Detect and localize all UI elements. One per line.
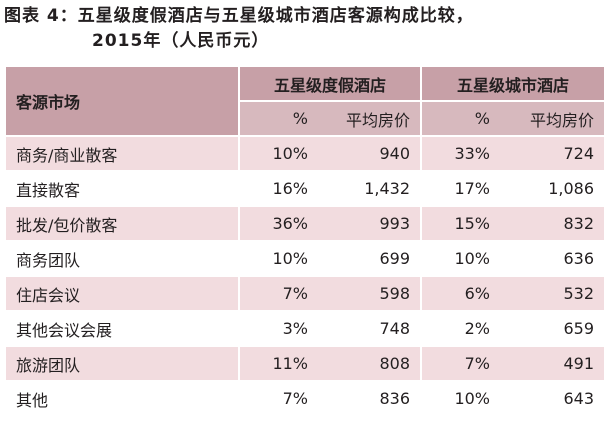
figure-title-line1: 图表 4：五星级度假酒店与五星级城市酒店客源构成比较， (4, 6, 474, 26)
city-pct-cell: 17% (420, 172, 500, 207)
market-cell: 其他 (6, 382, 238, 417)
resort-adr-cell: 1,432 (318, 172, 420, 207)
city-adr-cell: 491 (500, 347, 604, 382)
market-cell: 旅游团队 (6, 347, 238, 382)
city-pct-cell: 10% (420, 242, 500, 277)
market-cell: 直接散客 (6, 172, 238, 207)
city-adr-cell: 659 (500, 312, 604, 347)
row-header-source-market: 客源市场 (6, 67, 238, 137)
city-pct-cell: 15% (420, 207, 500, 242)
resort-pct-cell: 10% (238, 242, 318, 277)
resort-adr-cell: 940 (318, 137, 420, 172)
source-market-table: 客源市场 五星级度假酒店 五星级城市酒店 % 平均房价 % 平均房价 商务/商业… (6, 67, 604, 417)
resort-adr-cell: 699 (318, 242, 420, 277)
figure-title-line2: 2015年（人民币元） (92, 31, 270, 51)
table-row: 商务/商业散客 10% 940 33% 724 (6, 137, 604, 172)
figure-title: 图表 4：五星级度假酒店与五星级城市酒店客源构成比较， 2015年（人民币元） (4, 4, 604, 54)
city-adr-cell: 832 (500, 207, 604, 242)
city-adr-cell: 636 (500, 242, 604, 277)
city-pct-cell: 2% (420, 312, 500, 347)
resort-adr-cell: 598 (318, 277, 420, 312)
table-row: 商务团队 10% 699 10% 636 (6, 242, 604, 277)
market-cell: 商务/商业散客 (6, 137, 238, 172)
resort-pct-cell: 10% (238, 137, 318, 172)
city-adr-cell: 532 (500, 277, 604, 312)
city-adr-cell: 643 (500, 382, 604, 417)
subheader-resort-pct: % (238, 102, 318, 137)
table-row: 批发/包价散客 36% 993 15% 832 (6, 207, 604, 242)
resort-pct-cell: 11% (238, 347, 318, 382)
market-cell: 其他会议会展 (6, 312, 238, 347)
subheader-city-pct: % (420, 102, 500, 137)
city-pct-cell: 6% (420, 277, 500, 312)
table-row: 住店会议 7% 598 6% 532 (6, 277, 604, 312)
resort-pct-cell: 16% (238, 172, 318, 207)
resort-adr-cell: 836 (318, 382, 420, 417)
resort-pct-cell: 36% (238, 207, 318, 242)
city-pct-cell: 7% (420, 347, 500, 382)
resort-pct-cell: 7% (238, 277, 318, 312)
table-row: 其他会议会展 3% 748 2% 659 (6, 312, 604, 347)
resort-adr-cell: 808 (318, 347, 420, 382)
subheader-resort-adr: 平均房价 (318, 102, 420, 137)
city-pct-cell: 10% (420, 382, 500, 417)
group-header-resort: 五星级度假酒店 (238, 67, 420, 102)
resort-adr-cell: 748 (318, 312, 420, 347)
city-adr-cell: 724 (500, 137, 604, 172)
table-row: 直接散客 16% 1,432 17% 1,086 (6, 172, 604, 207)
subheader-city-adr: 平均房价 (500, 102, 604, 137)
city-adr-cell: 1,086 (500, 172, 604, 207)
resort-pct-cell: 7% (238, 382, 318, 417)
resort-adr-cell: 993 (318, 207, 420, 242)
table-row: 其他 7% 836 10% 643 (6, 382, 604, 417)
market-cell: 批发/包价散客 (6, 207, 238, 242)
market-cell: 住店会议 (6, 277, 238, 312)
group-header-city: 五星级城市酒店 (420, 67, 604, 102)
market-cell: 商务团队 (6, 242, 238, 277)
city-pct-cell: 33% (420, 137, 500, 172)
resort-pct-cell: 3% (238, 312, 318, 347)
table-row: 旅游团队 11% 808 7% 491 (6, 347, 604, 382)
